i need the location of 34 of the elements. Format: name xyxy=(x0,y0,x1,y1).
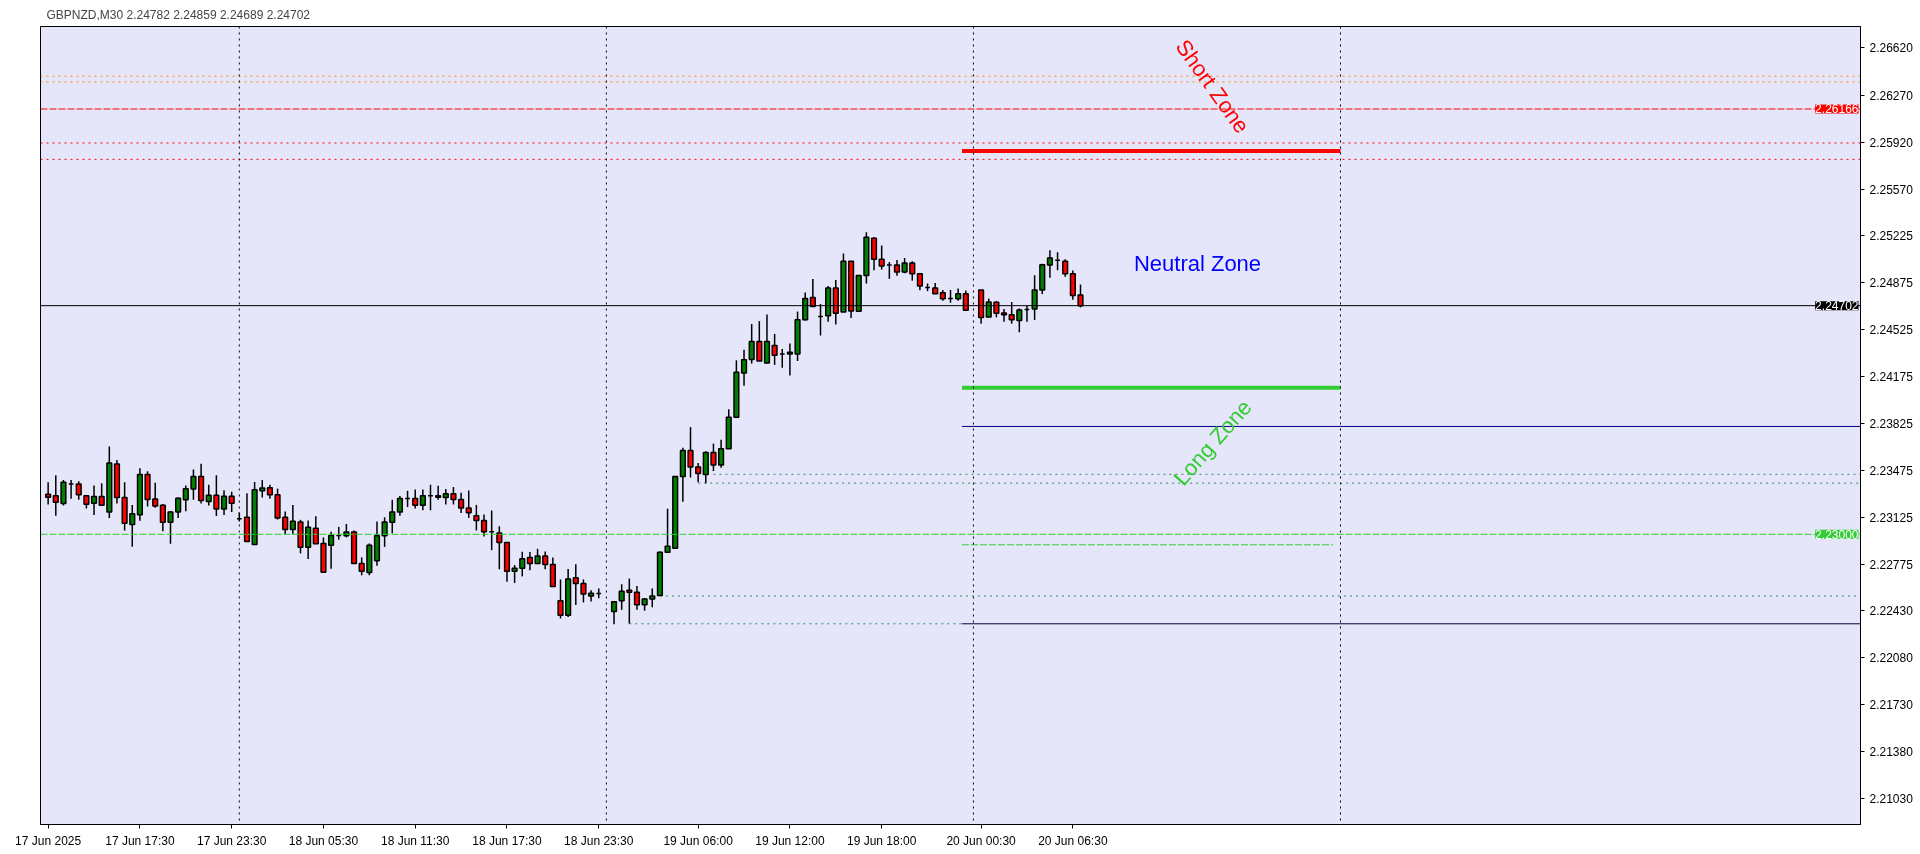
x-tick-label: 18 Jun 23:30 xyxy=(564,833,634,848)
y-tick-label: 2.25225 xyxy=(1869,228,1914,243)
y-tick-label: 2.21380 xyxy=(1869,745,1914,760)
y-tick-label: 2.21730 xyxy=(1869,698,1914,713)
x-tick-label: 17 Jun 2025 xyxy=(15,833,82,848)
x-tick-label: 19 Jun 18:00 xyxy=(846,833,917,848)
x-tick-label: 17 Jun 17:30 xyxy=(105,833,175,848)
y-tick-label: 2.23825 xyxy=(1869,416,1914,431)
ref-line-label: 2.23000 xyxy=(1815,527,1859,542)
y-tick-label: 2.22080 xyxy=(1869,651,1914,666)
x-tick-label: 19 Jun 12:00 xyxy=(755,833,825,848)
x-tick-label: 18 Jun 11:30 xyxy=(380,833,450,848)
y-tick-label: 2.24175 xyxy=(1869,369,1914,384)
y-tick-label: 2.22430 xyxy=(1869,604,1914,619)
y-tick-label: 2.26620 xyxy=(1869,41,1914,56)
y-tick-label: 2.24525 xyxy=(1869,322,1914,337)
annotation: Neutral Zone xyxy=(1133,251,1262,276)
ref-line-label: 2.24702 xyxy=(1815,299,1859,314)
chart-title: GBPNZD,M30 2.24782 2.24859 2.24689 2.24702 xyxy=(46,7,311,22)
y-tick-label: 2.23475 xyxy=(1869,464,1914,479)
y-tick-label: 2.23125 xyxy=(1869,511,1914,526)
ref-line-label: 2.26166 xyxy=(1815,102,1859,117)
y-tick-label: 2.22775 xyxy=(1869,558,1914,573)
y-tick-label: 2.21030 xyxy=(1869,792,1914,807)
x-tick-label: 20 Jun 06:30 xyxy=(1038,833,1108,848)
x-tick-label: 18 Jun 05:30 xyxy=(288,833,359,848)
y-tick-label: 2.25920 xyxy=(1869,135,1914,150)
y-tick-label: 2.24875 xyxy=(1869,275,1914,290)
x-tick-label: 18 Jun 17:30 xyxy=(472,833,542,848)
x-tick-label: 19 Jun 06:00 xyxy=(663,833,734,848)
x-tick-label: 17 Jun 23:30 xyxy=(196,833,267,848)
y-tick-label: 2.25570 xyxy=(1869,182,1914,197)
x-tick-label: 20 Jun 00:30 xyxy=(946,833,1017,848)
y-tick-label: 2.26270 xyxy=(1869,88,1914,103)
